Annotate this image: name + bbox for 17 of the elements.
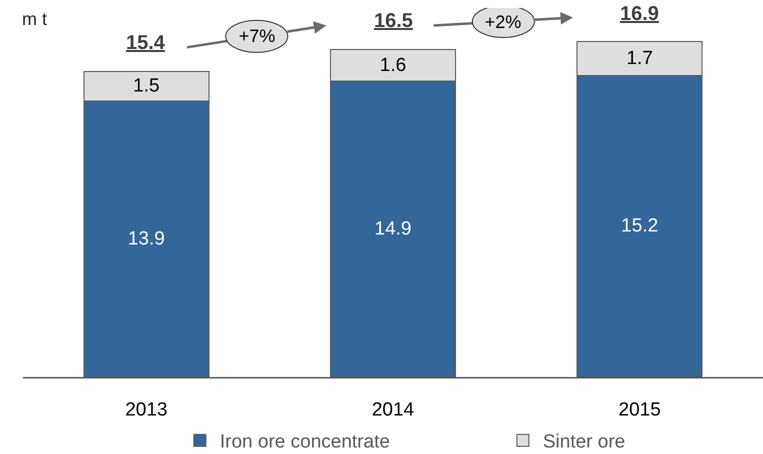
- annotation: +7%: [238, 26, 276, 46]
- x-tick-label: 2013: [125, 399, 168, 420]
- y-axis-title: m t: [22, 9, 47, 29]
- data-label: 1.5: [133, 76, 160, 97]
- data-label: 1.6: [380, 54, 406, 76]
- data-label: 14.9: [374, 218, 412, 240]
- total-label: 16.9: [620, 3, 659, 25]
- data-label: 1.7: [626, 48, 653, 69]
- data-label: 13.9: [128, 228, 165, 250]
- total-label: 16.5: [374, 10, 413, 32]
- total-label: 15.4: [126, 32, 166, 54]
- text: +2%: [484, 12, 522, 32]
- legend-label: Iron ore concentrate: [220, 432, 390, 453]
- legend-label: Sinter ore: [542, 432, 626, 453]
- data-label: 15.2: [621, 216, 658, 237]
- x-tick-label: 2014: [372, 399, 415, 420]
- x-tick-label: 2015: [618, 399, 661, 420]
